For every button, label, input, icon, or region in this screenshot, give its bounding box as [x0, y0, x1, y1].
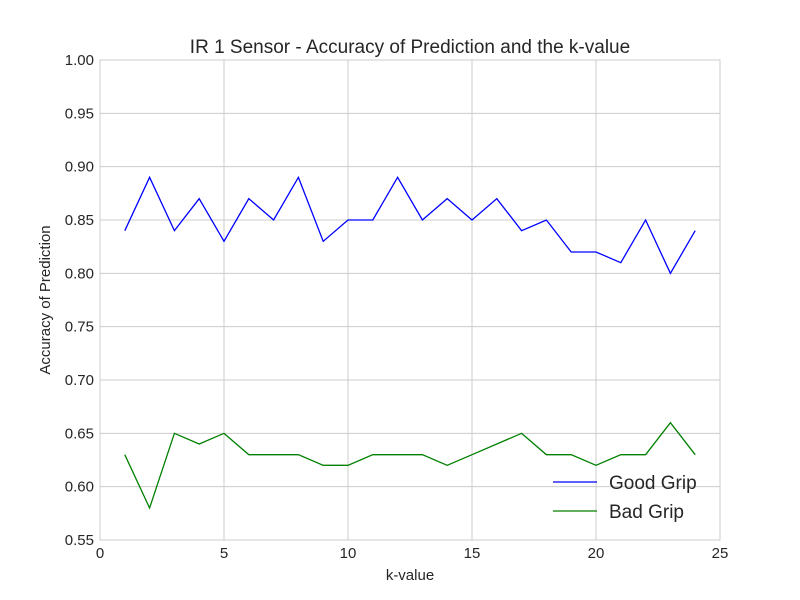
y-tick-label: 1.00	[65, 52, 94, 69]
grid-lines	[99, 59, 721, 541]
series-layer	[124, 175, 696, 510]
y-tick-label: 0.90	[65, 159, 94, 176]
y-tick-label: 0.55	[65, 532, 94, 549]
x-tick-label: 5	[220, 545, 228, 562]
series-line-good-grip	[124, 175, 696, 275]
plot-background	[100, 60, 720, 540]
legend: Good Grip Bad Grip	[553, 473, 697, 523]
x-tick-label: 25	[712, 545, 729, 562]
y-axis-ticks: 0.55 0.60 0.65 0.70 0.75 0.80 0.85 0.90 0.95 1.00	[65, 52, 94, 549]
y-tick-label: 0.95	[65, 105, 94, 122]
x-tick-label: 20	[588, 545, 605, 562]
x-axis-ticks: 0 5 10 15 20 25	[96, 545, 729, 562]
x-axis-label: k-value	[386, 567, 434, 584]
x-tick-label: 15	[464, 545, 481, 562]
y-tick-label: 0.80	[65, 265, 94, 282]
legend-label-good-grip: Good Grip	[609, 473, 697, 494]
y-tick-label: 0.85	[65, 212, 94, 229]
y-tick-label: 0.70	[65, 372, 94, 389]
plot-area	[100, 60, 720, 540]
chart-title: IR 1 Sensor - Accuracy of Prediction and…	[190, 37, 630, 58]
y-tick-label: 0.65	[65, 425, 94, 442]
y-tick-label: 0.75	[65, 319, 94, 336]
legend-label-bad-grip: Bad Grip	[609, 502, 684, 523]
y-axis-label: Accuracy of Prediction	[37, 225, 54, 374]
x-tick-label: 10	[340, 545, 357, 562]
x-tick-label: 0	[96, 545, 104, 562]
y-tick-label: 0.60	[65, 479, 94, 496]
plot-border	[99, 59, 721, 541]
series-line-bad-grip	[124, 421, 696, 510]
